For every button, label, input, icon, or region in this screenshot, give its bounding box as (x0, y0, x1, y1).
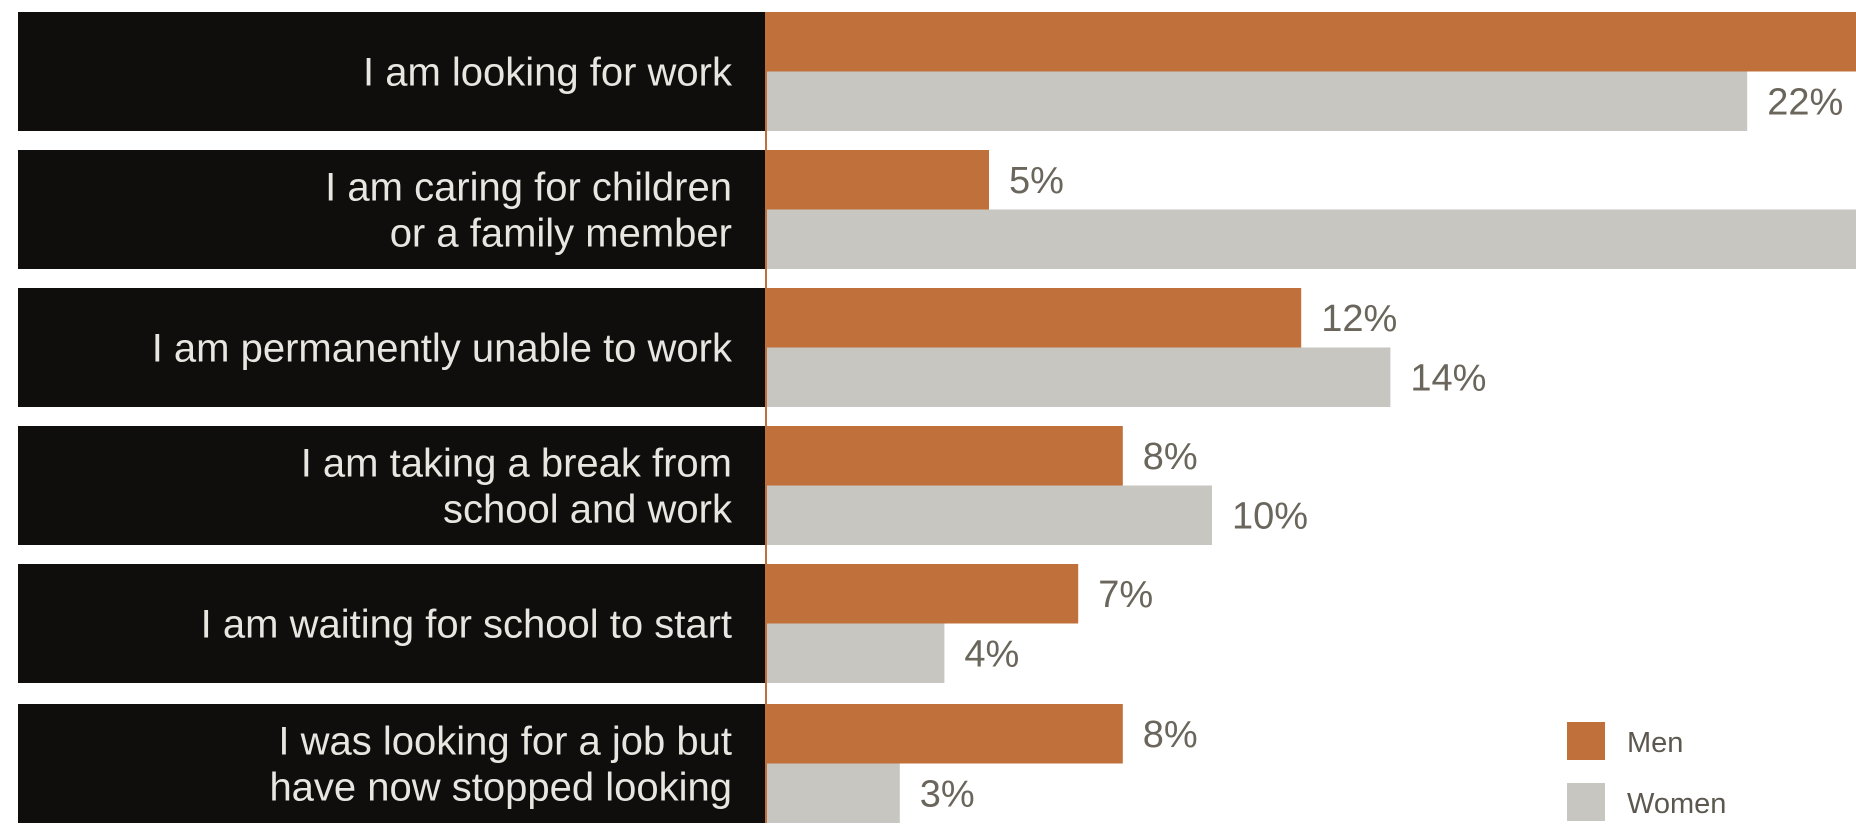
category-label: I am caring for children (325, 166, 732, 210)
bar-women (766, 347, 1391, 407)
bar-men (766, 288, 1302, 348)
value-label-men: 5% (1009, 160, 1064, 202)
value-label-women: 3% (920, 773, 975, 815)
category-label-panel (18, 150, 766, 269)
bar-men (766, 12, 1856, 72)
value-label-men: 12% (1321, 298, 1397, 340)
bar-women (766, 71, 1748, 131)
bar-men (766, 704, 1123, 764)
category-label: I am permanently unable to work (152, 327, 733, 371)
legend-swatch-women (1567, 783, 1605, 821)
category-label: I am taking a break from (301, 442, 732, 486)
legend-label-men: Men (1627, 727, 1683, 759)
category-label: I am looking for work (363, 51, 733, 95)
bar-women (766, 209, 1856, 269)
bar-men (766, 426, 1123, 486)
bar-women (766, 763, 900, 823)
value-label-men: 7% (1098, 574, 1153, 616)
category-label-panel (18, 288, 766, 407)
category-label-panel (18, 426, 766, 545)
value-label-women: 22% (1767, 81, 1843, 123)
legend-label-women: Women (1627, 788, 1726, 820)
category-label: have now stopped looking (269, 766, 732, 810)
value-label-men: 8% (1143, 436, 1198, 478)
category-label-panel (18, 704, 766, 823)
category-label: school and work (443, 488, 733, 532)
bar-men (766, 564, 1079, 624)
bar-women (766, 623, 945, 683)
legend-swatch-men (1567, 722, 1605, 760)
value-label-women: 4% (964, 633, 1019, 675)
category-label: I am waiting for school to start (201, 603, 732, 647)
category-label-panel (18, 564, 766, 683)
value-label-men: 8% (1143, 714, 1198, 756)
category-label-panel (18, 12, 766, 131)
bar-men (766, 150, 989, 210)
value-label-women: 14% (1410, 357, 1486, 399)
category-label: or a family member (390, 212, 732, 256)
category-label: I was looking for a job but (278, 720, 732, 764)
bar-women (766, 485, 1212, 545)
value-label-women: 10% (1232, 495, 1308, 537)
